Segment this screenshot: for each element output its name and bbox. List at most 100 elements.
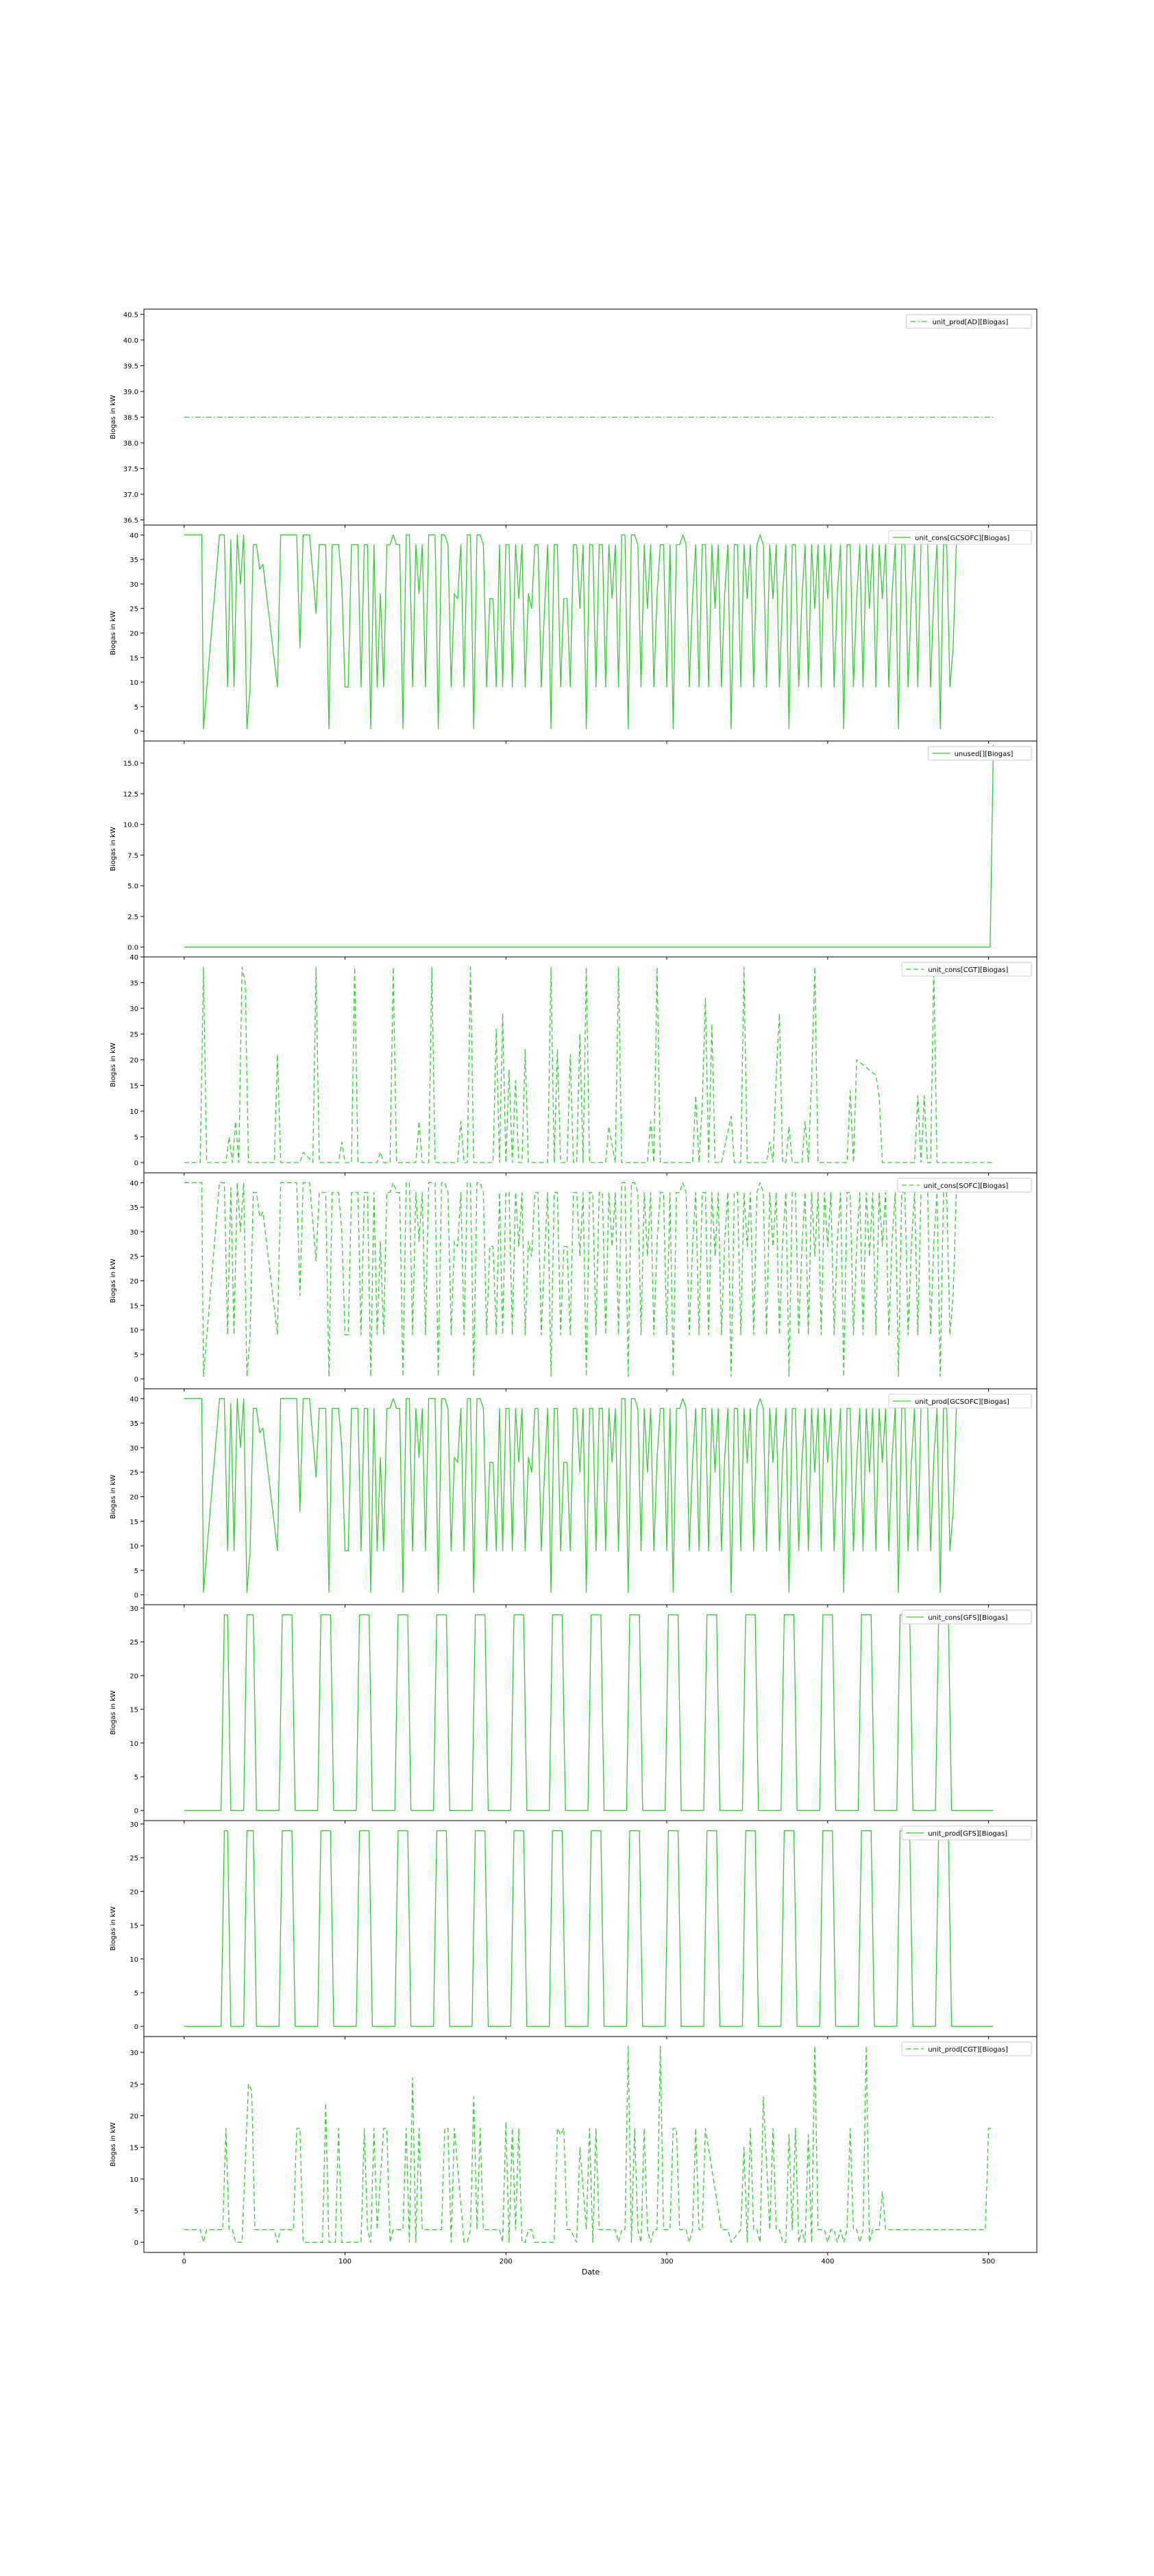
y-tick-label: 0 [134, 1808, 138, 1815]
legend-box [897, 1178, 1032, 1193]
legend: unused[][Biogas] [928, 746, 1032, 761]
plot-frame [143, 524, 1038, 742]
y-tick-label: 15 [130, 1302, 138, 1310]
legend-label: unit_prod[AD][Biogas] [933, 319, 1009, 326]
y-tick-label: 25 [130, 1470, 138, 1477]
subplot-1: 36.5 37.0 37.5 38.0 38.5 39.0 39.5 40.0 40.5 Biog… [110, 308, 1038, 528]
y-tick-label: 20 [130, 1888, 138, 1896]
y-axis-label: Biogas in kW [110, 611, 117, 655]
legend-box [901, 1825, 1032, 1840]
y-tick-label: 30 [130, 1229, 138, 1237]
plot-frame [143, 2036, 1038, 2253]
y-tick-label: 37.5 [123, 466, 138, 474]
y-tick-label: 12.5 [123, 791, 138, 799]
subplot-6: 0 5 10 15 20 25 30 35 40 Biogas in kW unit_prod[GC… [110, 1388, 1038, 1607]
y-tick-label: 25 [130, 1032, 138, 1039]
series-line [184, 744, 994, 948]
legend-box [888, 1394, 1032, 1409]
y-tick-label: 0 [134, 1160, 138, 1167]
y-axis-label: Biogas in kW [110, 2122, 117, 2167]
subplot-3: 0.0 2.5 5.0 7.5 10.0 12.5 15.0 Biogas in kW unus… [110, 740, 1038, 960]
y-axis-label: Biogas in kW [110, 1474, 117, 1519]
legend-label: unit_prod[GFS][Biogas] [928, 1830, 1007, 1838]
plot-frame [143, 740, 1038, 958]
plot-frame [143, 1604, 1038, 1821]
y-tick-label: 40 [130, 1180, 138, 1187]
legend-label: unit_cons[CGT][Biogas] [928, 967, 1008, 974]
legend-box [901, 962, 1032, 977]
y-tick-label: 25 [130, 606, 138, 613]
x-tick-label: 0 [182, 2258, 186, 2265]
y-tick-label: 5 [134, 1990, 138, 1997]
y-tick-label: 10 [130, 1108, 138, 1116]
y-tick-label: 20 [130, 631, 138, 638]
y-tick-label: 30 [130, 581, 138, 589]
y-tick-label: 5 [134, 1774, 138, 1782]
y-tick-label: 5 [134, 704, 138, 712]
y-tick-label: 25 [130, 1254, 138, 1261]
legend: unit_cons[GCSOFC][Biogas] [888, 530, 1032, 545]
y-tick-label: 40 [130, 954, 138, 962]
series-line [184, 1614, 994, 1811]
plot-frame [143, 1820, 1038, 2037]
y-tick-label: 30 [130, 1006, 138, 1013]
y-tick-label: 10 [130, 1543, 138, 1551]
y-tick-label: 5 [134, 1568, 138, 1575]
y-tick-label: 37.0 [123, 491, 138, 499]
y-tick-label: 25 [130, 2081, 138, 2089]
series-line [184, 1182, 957, 1377]
y-tick-label: 15 [130, 1083, 138, 1091]
y-tick-label: 15 [130, 2145, 138, 2152]
y-axis-label: Biogas in kW [110, 1043, 117, 1087]
plot-frame [143, 1172, 1038, 1389]
legend-box [888, 530, 1032, 545]
y-tick-label: 38.5 [123, 415, 138, 422]
series-line [184, 1398, 957, 1593]
y-tick-label: 0 [134, 729, 138, 736]
y-axis-label: Biogas in kW [110, 1690, 117, 1735]
legend-label: unit_prod[CGT][Biogas] [928, 2046, 1008, 2054]
subplots: 36.5 37.0 37.5 38.0 38.5 39.0 39.5 40.0 40.5 Biog… [110, 308, 1038, 2265]
y-tick-label: 0 [134, 2024, 138, 2031]
y-tick-label: 36.5 [123, 518, 138, 525]
y-tick-label: 10 [130, 679, 138, 687]
plot-frame [143, 1388, 1038, 1605]
subplot-2: 0 5 10 15 20 25 30 35 40 Biogas in kW unit_cons[GC… [110, 524, 1038, 744]
y-tick-label: 38.0 [123, 440, 138, 448]
y-tick-label: 25 [130, 1855, 138, 1862]
x-tick-label: 100 [339, 2258, 352, 2265]
legend: unit_prod[GFS][Biogas] [901, 1825, 1032, 1840]
y-tick-label: 35 [130, 980, 138, 988]
subplot-8: 0 5 10 15 20 25 30 Biogas in kW unit_prod[GFS][B… [110, 1820, 1038, 2039]
y-tick-label: 10 [130, 1327, 138, 1335]
y-tick-label: 15 [130, 655, 138, 662]
y-tick-label: 15 [130, 1518, 138, 1526]
legend-label: unit_prod[GCSOFC][Biogas] [915, 1398, 1009, 1406]
series-line [184, 2045, 994, 2243]
legend-box [901, 1609, 1032, 1625]
y-tick-label: 40.5 [123, 312, 138, 319]
y-tick-label: 10.0 [123, 822, 138, 829]
subplot-9: 0 5 10 15 20 25 30 Biogas in kW unit_prod[CGT][B… [110, 2036, 1038, 2265]
series-line [184, 967, 994, 1163]
y-tick-label: 30 [130, 1605, 138, 1613]
y-tick-label: 35 [130, 1420, 138, 1428]
legend-box [928, 746, 1032, 761]
y-tick-label: 35 [130, 557, 138, 564]
y-tick-label: 15 [130, 1707, 138, 1714]
y-tick-label: 30 [130, 1445, 138, 1453]
y-tick-label: 20 [130, 2113, 138, 2120]
series-line [184, 1830, 994, 2027]
y-tick-label: 5 [134, 1352, 138, 1359]
y-tick-label: 20 [130, 1278, 138, 1286]
legend: unit_prod[CGT][Biogas] [901, 2041, 1032, 2056]
subplot-4: 0 5 10 15 20 25 30 35 40 Biogas in kW unit_cons[CG… [110, 954, 1038, 1176]
x-tick-label: 300 [660, 2258, 673, 2265]
subplot-5: 0 5 10 15 20 25 30 35 40 Biogas in kW unit_cons[SO… [110, 1172, 1038, 1392]
legend-label: unit_cons[GCSOFC][Biogas] [915, 535, 1009, 542]
legend: unit_cons[CGT][Biogas] [901, 962, 1032, 977]
legend-box [906, 314, 1032, 329]
y-axis-label: Biogas in kW [110, 1906, 117, 1951]
y-tick-label: 40 [130, 532, 138, 539]
